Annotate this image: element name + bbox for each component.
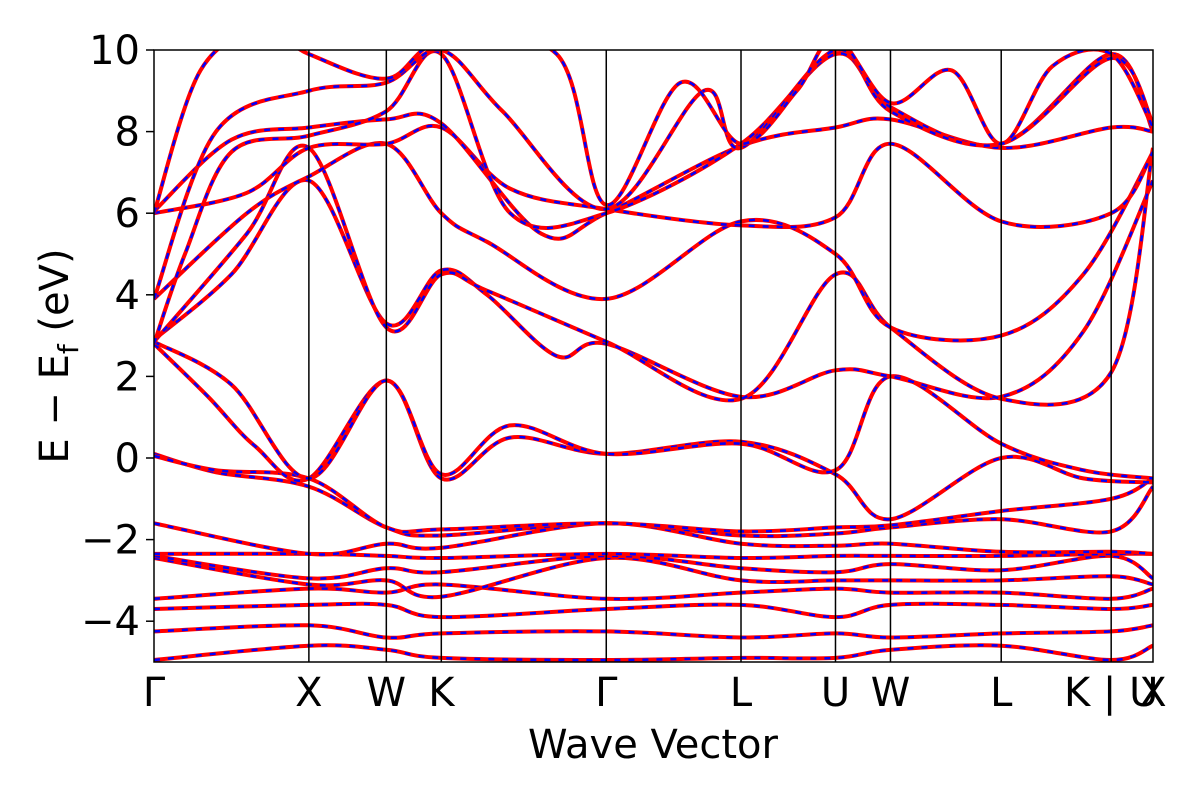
y-tick-label: 2 bbox=[115, 354, 140, 400]
band-line-dashed-17 bbox=[154, 50, 1153, 345]
band-line-3 bbox=[154, 582, 1153, 601]
y-tick-label: 0 bbox=[115, 436, 140, 482]
bands-layer bbox=[154, 50, 1153, 662]
band-line-dashed-18 bbox=[154, 50, 1153, 300]
x-tick-label: X bbox=[295, 670, 322, 716]
band-line-14 bbox=[154, 140, 1153, 343]
x-tick-label: K | U bbox=[1064, 670, 1158, 716]
x-axis-title: Wave Vector bbox=[528, 722, 779, 768]
x-tick-label: Γ bbox=[595, 670, 618, 716]
band-line-dashed-1 bbox=[154, 623, 1153, 640]
y-tick-label: 6 bbox=[115, 191, 140, 237]
y-axis: −4 −2 0 2 4 6 8 10 bbox=[81, 28, 154, 645]
x-tick-label: U bbox=[821, 670, 850, 716]
y-tick-label: 10 bbox=[89, 28, 140, 74]
band-line-dashed-5 bbox=[154, 554, 1153, 580]
x-tick-label: L bbox=[990, 670, 1013, 716]
band-line-dashed-4 bbox=[154, 556, 1153, 599]
y-tick-label: −4 bbox=[81, 599, 140, 645]
high-symmetry-lines bbox=[308, 50, 1112, 662]
band-line-2 bbox=[154, 601, 1153, 620]
plot-frame bbox=[153, 49, 1154, 663]
band-line-15 bbox=[154, 123, 1153, 230]
y-tick-label: 8 bbox=[115, 110, 140, 156]
band-line-dashed-12 bbox=[154, 178, 1153, 400]
band-line-1 bbox=[154, 623, 1153, 640]
x-tick-label: W bbox=[871, 670, 911, 716]
y-axis-title: E − Ef (eV) bbox=[32, 248, 85, 463]
band-line-dashed-2 bbox=[154, 602, 1153, 619]
x-tick-label: W bbox=[367, 670, 407, 716]
band-line-dashed-10 bbox=[154, 342, 1153, 521]
band-line-dashed-3 bbox=[154, 583, 1153, 601]
band-line-17 bbox=[154, 50, 1153, 345]
x-tick-label: Γ bbox=[143, 670, 166, 716]
band-line-5 bbox=[154, 553, 1153, 581]
band-line-19 bbox=[154, 50, 1153, 214]
band-line-dashed-14 bbox=[154, 141, 1153, 342]
band-line-dashed-15 bbox=[154, 124, 1153, 229]
x-tick-label: K bbox=[428, 670, 456, 716]
x-tick-label: X bbox=[1139, 670, 1166, 716]
band-line-dashed-6 bbox=[154, 552, 1153, 560]
band-line-18 bbox=[154, 50, 1153, 300]
band-line-0 bbox=[154, 643, 1153, 662]
y-tick-label: −2 bbox=[81, 518, 140, 564]
band-line-dashed-0 bbox=[154, 644, 1153, 662]
x-tick-label: L bbox=[730, 670, 753, 716]
band-line-12 bbox=[154, 178, 1153, 401]
band-line-dashed-7 bbox=[154, 522, 1153, 556]
y-tick-label: 4 bbox=[115, 273, 140, 319]
